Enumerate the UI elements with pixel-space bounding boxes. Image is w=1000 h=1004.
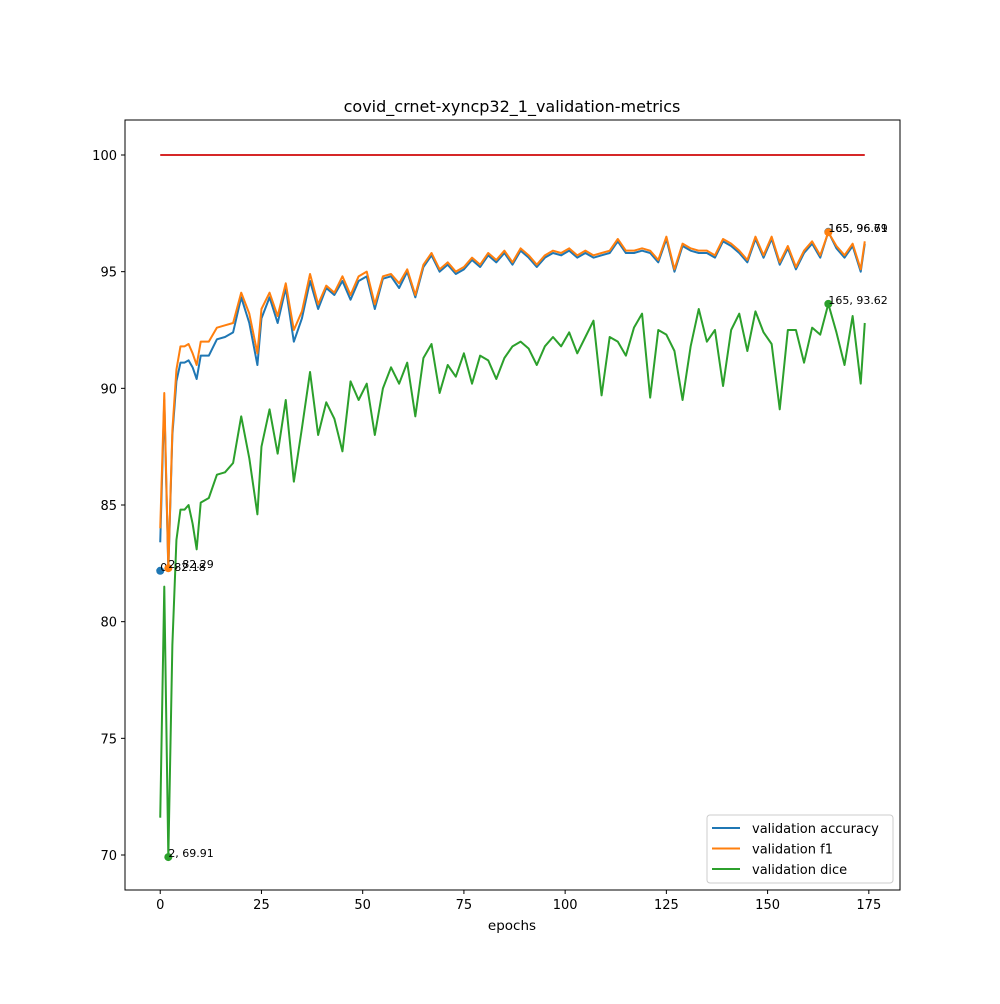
annotation-label: 165, 93.62 [828,294,887,307]
y-tick-label: 95 [100,266,117,281]
annotation-label: 2, 82.29 [168,558,213,571]
annotation-label: 165, 96.71 [828,222,887,235]
series-line [159,230,866,572]
chart-title: covid_crnet-xyncp32_1_validation-metrics [344,97,681,117]
x-tick-label: 150 [755,898,780,913]
y-tick-label: 75 [100,732,117,747]
x-tick-label: 75 [456,898,473,913]
x-axis-label: epochs [488,918,536,934]
annotation-marker [164,853,173,862]
annotation-label: 0, 82.18 [160,561,205,574]
series-line [159,302,866,859]
x-tick-label: 100 [553,898,578,913]
annotation-label: 2, 69.91 [168,847,213,860]
x-tick-label: 50 [354,898,371,913]
legend: validation accuracy validation f1 validati… [706,814,894,884]
annotation-label: 165, 96.69 [828,222,887,235]
annotation-marker [824,299,833,308]
y-tick-label: 100 [92,149,117,164]
x-axis: 0 25 50 75 100 125 150 175 [156,890,881,913]
x-tick-label: 0 [156,898,164,913]
y-axis: 70 75 80 85 90 95 100 [92,149,125,864]
x-tick-label: 175 [856,898,881,913]
x-tick-label: 125 [654,898,679,913]
legend-label: validation accuracy [752,822,879,837]
plot-area: 0, 82.18 165, 96.71 2, 82.29 165, 96.69 2, 6… [156,154,888,862]
series-line [159,231,866,570]
annotation-marker [164,564,173,573]
x-tick-label: 25 [253,898,270,913]
annotation-marker [824,228,833,237]
y-tick-label: 90 [100,382,117,397]
legend-label: validation f1 [752,843,833,858]
y-tick-label: 85 [100,499,117,514]
y-tick-label: 70 [100,849,117,864]
legend-label: validation dice [752,863,847,878]
annotation-marker [156,566,165,575]
legend-box [706,814,894,884]
y-tick-label: 80 [100,616,117,631]
